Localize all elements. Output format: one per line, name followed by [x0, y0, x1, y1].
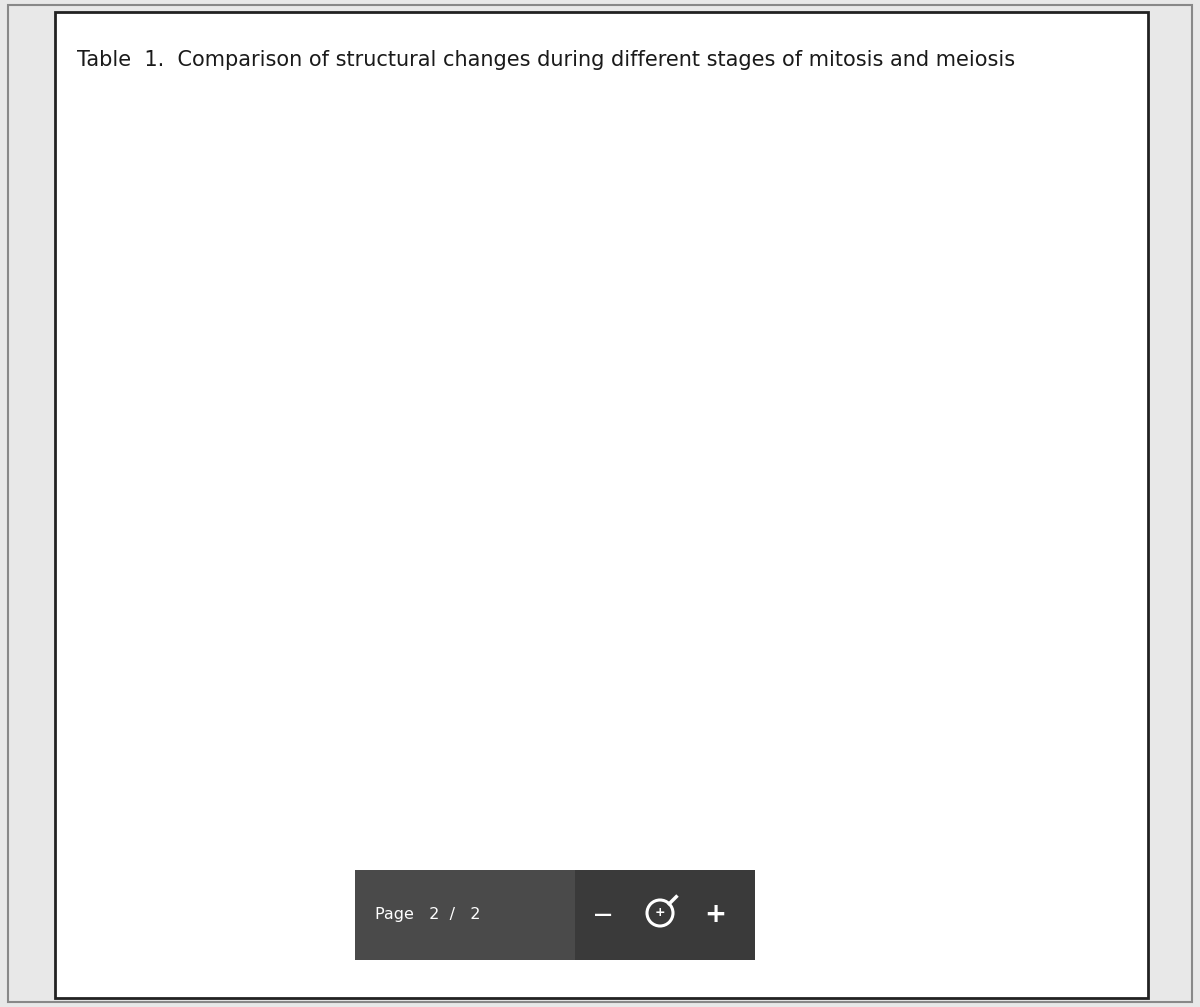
- Text: +: +: [704, 902, 726, 928]
- Bar: [575, 870, 755, 960]
- Text: +: +: [655, 906, 665, 919]
- Text: Table  1.  Comparison of structural changes during different stages of mitosis a: Table 1. Comparison of structural change…: [77, 50, 1015, 70]
- Text: Page   2  /   2: Page 2 / 2: [374, 907, 480, 922]
- Text: —: —: [594, 906, 612, 924]
- Bar: [355, 870, 575, 960]
